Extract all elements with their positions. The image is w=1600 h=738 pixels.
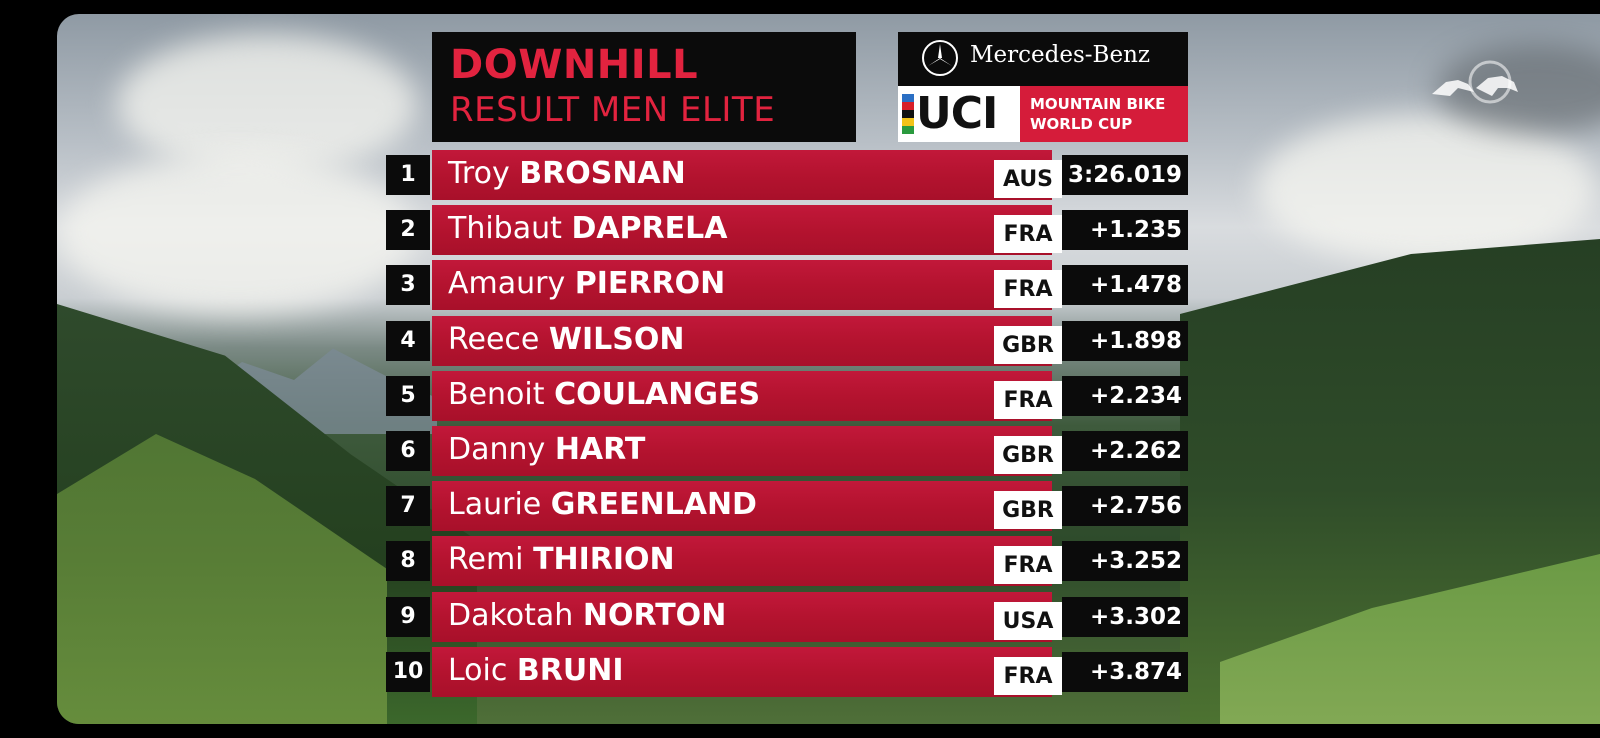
first-name: Reece — [448, 321, 540, 357]
name-bar: Amaury PIERRON — [432, 260, 1052, 311]
rank-badge: 4 — [386, 320, 430, 361]
cloud — [117, 34, 417, 174]
rider-name: Laurie GREENLAND — [448, 487, 757, 522]
name-bar: Loic BRUNI — [432, 646, 1052, 697]
rider-name: Reece WILSON — [448, 322, 685, 357]
result-row: 9 Dakotah NORTON USA +3.302 — [386, 591, 1188, 642]
title-panel: DOWNHILL RESULT MEN ELITE — [432, 32, 856, 142]
series-line1: MOUNTAIN BIKE — [1030, 95, 1166, 113]
result-row: 8 Remi THIRION FRA +3.252 — [386, 536, 1188, 587]
rider-name: Remi THIRION — [448, 542, 675, 577]
mercedes-band: Mercedes-Benz — [898, 32, 1188, 86]
rider-name: Thibaut DAPRELA — [448, 211, 727, 246]
first-name: Thibaut — [448, 211, 562, 247]
first-name: Loic — [448, 652, 508, 688]
cloud — [57, 154, 417, 314]
rider-name: Loic BRUNI — [448, 653, 624, 688]
result-row: 2 Thibaut DAPRELA FRA +1.235 — [386, 205, 1188, 256]
first-name: Dakotah — [448, 597, 574, 633]
time-value: +3.302 — [1062, 596, 1188, 637]
name-bar: Benoit COULANGES — [432, 370, 1052, 421]
time-value: +1.478 — [1062, 265, 1188, 306]
result-row: 4 Reece WILSON GBR +1.898 — [386, 315, 1188, 366]
last-name: DAPRELA — [571, 211, 728, 247]
time-value: 3:26.019 — [1062, 155, 1188, 195]
nation-code: GBR — [994, 325, 1062, 364]
nation-code: FRA — [994, 380, 1062, 419]
first-name: Remi — [448, 542, 524, 578]
rider-name: Amaury PIERRON — [448, 266, 725, 301]
name-bar: Reece WILSON — [432, 315, 1052, 366]
nation-code: GBR — [994, 491, 1062, 530]
last-name: COULANGES — [554, 376, 761, 412]
rider-name: Danny HART — [448, 432, 645, 467]
name-bar: Danny HART — [432, 426, 1052, 476]
series-label: MOUNTAIN BIKE WORLD CUP — [1020, 86, 1188, 142]
time-value: +1.898 — [1062, 320, 1188, 361]
mercedes-star-icon — [922, 40, 958, 76]
first-name: Benoit — [448, 376, 545, 412]
last-name: HART — [554, 432, 646, 467]
time-value: +2.756 — [1062, 486, 1188, 527]
rank-badge: 1 — [386, 155, 430, 195]
uci-text: UCI — [916, 88, 998, 139]
result-row: 1 Troy BROSNAN AUS 3:26.019 — [386, 150, 1188, 200]
last-name: WILSON — [548, 321, 685, 357]
last-name: BROSNAN — [519, 156, 686, 191]
result-row: 6 Danny HART GBR +2.262 — [386, 426, 1188, 476]
rank-badge: 3 — [386, 265, 430, 306]
cloud — [1257, 114, 1597, 264]
result-row: 5 Benoit COULANGES FRA +2.234 — [386, 370, 1188, 421]
rank-badge: 9 — [386, 596, 430, 637]
last-name: NORTON — [582, 597, 727, 633]
first-name: Laurie — [448, 487, 542, 523]
uci-stripes — [902, 94, 914, 134]
name-bar: Troy BROSNAN — [432, 150, 1052, 200]
last-name: GREENLAND — [550, 487, 757, 523]
rider-name: Dakotah NORTON — [448, 598, 726, 633]
mercedes-text: Mercedes-Benz — [970, 42, 1151, 68]
name-bar: Thibaut DAPRELA — [432, 205, 1052, 256]
nation-code: GBR — [994, 436, 1062, 474]
first-name: Danny — [448, 432, 546, 467]
red-bull-logo-icon — [1428, 58, 1524, 108]
time-value: +2.262 — [1062, 431, 1188, 471]
last-name: BRUNI — [516, 652, 624, 688]
last-name: PIERRON — [574, 266, 726, 302]
time-value: +3.252 — [1062, 541, 1188, 582]
title: DOWNHILL — [450, 42, 699, 88]
result-row: 10 Loic BRUNI FRA +3.874 — [386, 646, 1188, 697]
time-value: +1.235 — [1062, 210, 1188, 251]
name-bar: Laurie GREENLAND — [432, 481, 1052, 532]
subtitle: RESULT MEN ELITE — [450, 90, 776, 130]
rank-badge: 7 — [386, 486, 430, 527]
nation-code: AUS — [994, 160, 1062, 198]
rank-badge: 2 — [386, 210, 430, 251]
nation-code: USA — [994, 601, 1062, 640]
rank-badge: 5 — [386, 375, 430, 416]
nation-code: FRA — [994, 215, 1062, 254]
name-bar: Remi THIRION — [432, 536, 1052, 587]
rank-badge: 6 — [386, 431, 430, 471]
nation-code: FRA — [994, 546, 1062, 585]
nation-code: FRA — [994, 656, 1062, 695]
name-bar: Dakotah NORTON — [432, 591, 1052, 642]
result-row: 7 Laurie GREENLAND GBR +2.756 — [386, 481, 1188, 532]
last-name: THIRION — [533, 542, 675, 578]
rider-name: Troy BROSNAN — [448, 156, 686, 191]
first-name: Amaury — [448, 266, 566, 302]
uci-logo: UCI — [898, 86, 1020, 142]
rider-name: Benoit COULANGES — [448, 377, 760, 412]
nation-code: FRA — [994, 270, 1062, 309]
sponsor-panel: Mercedes-Benz UCI MOUNTAIN BIKE WORLD CU… — [898, 32, 1188, 142]
rank-badge: 10 — [386, 651, 430, 692]
time-value: +3.874 — [1062, 651, 1188, 692]
series-line2: WORLD CUP — [1030, 115, 1133, 133]
result-row: 3 Amaury PIERRON FRA +1.478 — [386, 260, 1188, 311]
first-name: Troy — [448, 156, 510, 191]
rank-badge: 8 — [386, 541, 430, 582]
time-value: +2.234 — [1062, 375, 1188, 416]
